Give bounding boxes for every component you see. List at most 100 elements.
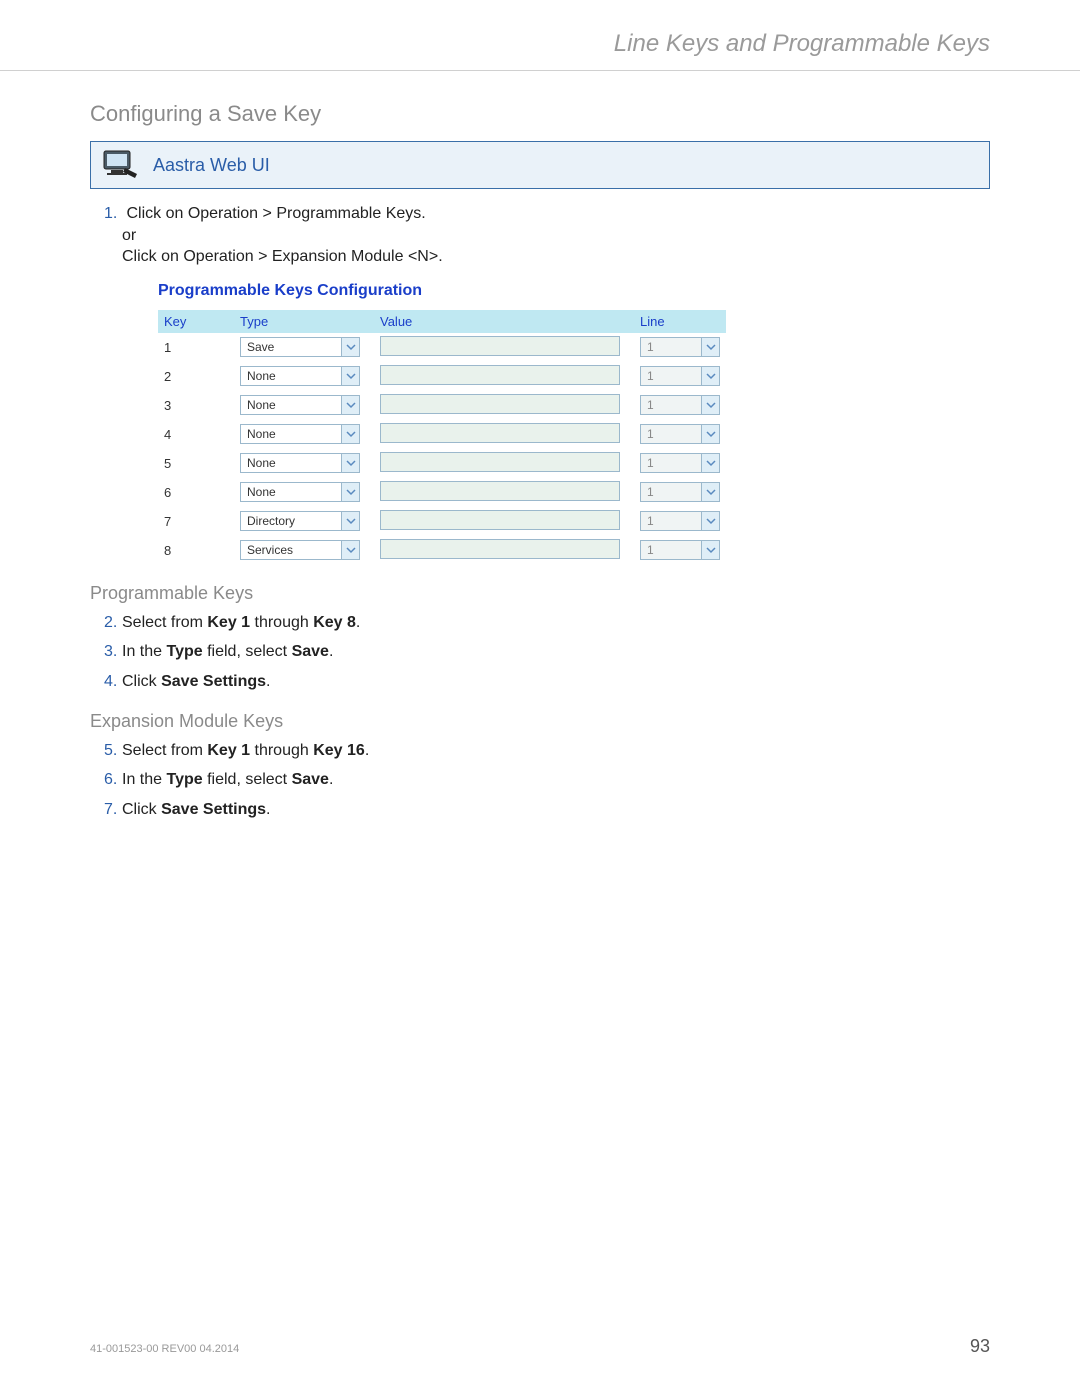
monitor-icon [101, 148, 141, 182]
table-row: 8Services1 [158, 536, 726, 565]
t: . [329, 643, 333, 660]
dropdown-value: Services [241, 541, 341, 559]
chevron-down-icon[interactable] [341, 512, 359, 530]
cell-line: 1 [634, 449, 726, 478]
step-text: Click on [126, 205, 183, 222]
type-dropdown[interactable]: Directory [240, 511, 360, 531]
chevron-down-icon[interactable] [341, 483, 359, 501]
t: Save Settings [161, 673, 266, 690]
steps-list-3: 5.Select from Key 1 through Key 16. 6.In… [104, 740, 990, 821]
chevron-down-icon[interactable] [701, 483, 719, 501]
dropdown-value: None [241, 425, 341, 443]
value-input[interactable] [380, 336, 620, 356]
type-dropdown[interactable]: Services [240, 540, 360, 560]
step-1: 1. Click on Operation > Programmable Key… [104, 203, 990, 268]
cell-type: Save [234, 333, 374, 362]
cell-type: None [234, 478, 374, 507]
step-number: 6. [104, 769, 122, 791]
cell-key: 3 [158, 391, 234, 420]
step-number: 2. [104, 612, 122, 634]
line-dropdown[interactable]: 1 [640, 366, 720, 386]
chevron-down-icon[interactable] [701, 396, 719, 414]
footer-pagenum: 93 [970, 1336, 990, 1357]
type-dropdown[interactable]: None [240, 395, 360, 415]
value-input[interactable] [380, 452, 620, 472]
th-value: Value [374, 310, 634, 333]
t: Key 16 [313, 742, 365, 759]
t: . [266, 801, 270, 818]
t: Select from [122, 614, 207, 631]
dropdown-value: 1 [641, 454, 701, 472]
cell-type: None [234, 391, 374, 420]
chevron-down-icon[interactable] [701, 454, 719, 472]
line-dropdown[interactable]: 1 [640, 482, 720, 502]
cell-line: 1 [634, 420, 726, 449]
keys-table: Key Type Value Line 1Save12None13None14N… [158, 310, 726, 565]
dropdown-value: None [241, 454, 341, 472]
type-dropdown[interactable]: Save [240, 337, 360, 357]
step-3: 3.In the Type field, select Save. [104, 641, 990, 663]
cell-value [374, 536, 634, 565]
table-row: 3 None 1 [158, 391, 726, 420]
line-dropdown[interactable]: 1 [640, 511, 720, 531]
line-dropdown[interactable]: 1 [640, 540, 720, 560]
chevron-down-icon[interactable] [701, 512, 719, 530]
table-row: 1Save1 [158, 333, 726, 362]
cell-key: 4 [158, 420, 234, 449]
line-dropdown[interactable]: 1 [640, 424, 720, 444]
chevron-down-icon[interactable] [701, 541, 719, 559]
t: Key 1 [207, 614, 250, 631]
chevron-down-icon[interactable] [341, 367, 359, 385]
t: Key 8 [313, 614, 356, 631]
chevron-down-icon[interactable] [341, 425, 359, 443]
page-header: Line Keys and Programmable Keys [0, 0, 1080, 71]
step-number: 1. [104, 203, 122, 225]
step-number: 5. [104, 740, 122, 762]
t: In the [122, 643, 166, 660]
cell-line: 1 [634, 507, 726, 536]
table-header-row: Key Type Value Line [158, 310, 726, 333]
chevron-down-icon[interactable] [341, 396, 359, 414]
value-input[interactable] [380, 365, 620, 385]
subheading-programmable: Programmable Keys [90, 583, 990, 604]
t: Click [122, 673, 161, 690]
line-dropdown[interactable]: 1 [640, 453, 720, 473]
cell-line: 1 [634, 333, 726, 362]
line-dropdown[interactable]: 1 [640, 337, 720, 357]
t: Save Settings [161, 801, 266, 818]
chevron-down-icon[interactable] [341, 338, 359, 356]
step-number: 3. [104, 641, 122, 663]
dropdown-value: None [241, 367, 341, 385]
th-type: Type [234, 310, 374, 333]
chevron-down-icon[interactable] [701, 425, 719, 443]
subheading-expansion: Expansion Module Keys [90, 711, 990, 732]
table-row: 5None1 [158, 449, 726, 478]
t: Type [166, 643, 202, 660]
chevron-down-icon[interactable] [701, 338, 719, 356]
cell-value [374, 391, 634, 420]
step-path-2-text: Operation > Expansion Module <N>. [183, 248, 442, 265]
t: field, select [203, 643, 292, 660]
dropdown-value: None [241, 483, 341, 501]
value-input[interactable] [380, 481, 620, 501]
line-dropdown[interactable]: 1 [640, 395, 720, 415]
t: Select from [122, 742, 207, 759]
type-dropdown[interactable]: None [240, 366, 360, 386]
chevron-down-icon[interactable] [341, 541, 359, 559]
value-input[interactable] [380, 394, 620, 414]
t: In the [122, 771, 166, 788]
chevron-down-icon[interactable] [341, 454, 359, 472]
chevron-down-icon[interactable] [701, 367, 719, 385]
cell-value [374, 333, 634, 362]
cell-line: 1 [634, 536, 726, 565]
type-dropdown[interactable]: None [240, 424, 360, 444]
dropdown-value: 1 [641, 396, 701, 414]
cell-type: Services [234, 536, 374, 565]
value-input[interactable] [380, 423, 620, 443]
type-dropdown[interactable]: None [240, 453, 360, 473]
value-input[interactable] [380, 510, 620, 530]
t: Save [292, 771, 329, 788]
type-dropdown[interactable]: None [240, 482, 360, 502]
value-input[interactable] [380, 539, 620, 559]
dropdown-value: 1 [641, 425, 701, 443]
